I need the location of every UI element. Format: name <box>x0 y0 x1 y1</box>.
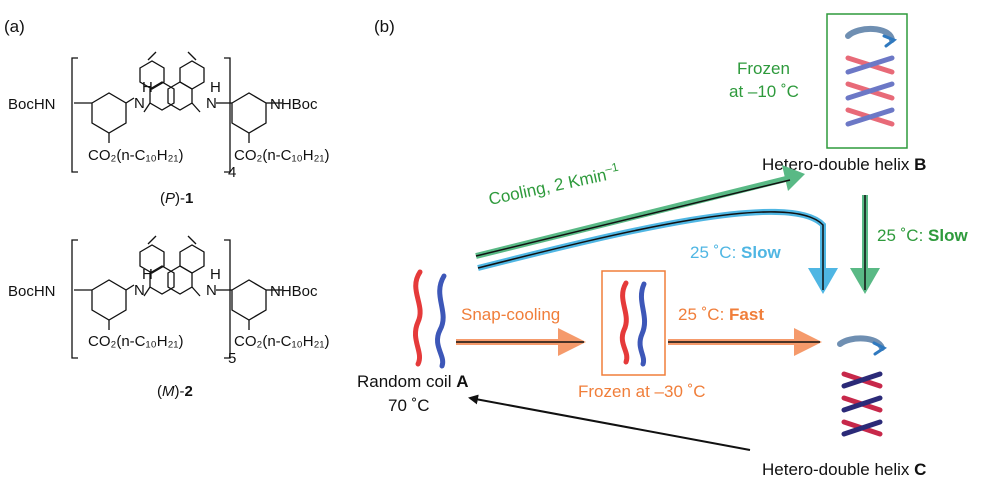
compound-2-structure <box>71 235 282 359</box>
fast-label: 25 ˚C: Fast <box>678 305 764 324</box>
panel-b-label: (b) <box>374 17 395 36</box>
cooling-arrowhead <box>782 165 805 191</box>
random-coil-icon <box>412 269 447 369</box>
return-arrow <box>468 394 751 451</box>
hetero-b-label: Hetero-double helix B <box>762 155 926 174</box>
cooling-arrow-line <box>475 179 791 257</box>
right-phenyl-ring <box>231 92 267 134</box>
compound-1-structure <box>71 51 282 173</box>
compound-2-bocHN-left: BocHN <box>8 283 56 300</box>
compound-1-repeat-subscript: 4 <box>228 164 236 181</box>
frozen-b-box <box>826 13 908 149</box>
helix-c-icon <box>837 335 887 437</box>
random-coil-label: Random coil A <box>357 372 469 391</box>
hetero-c-label: Hetero-double helix C <box>762 460 926 479</box>
compound-1-h-right: H <box>210 79 221 96</box>
frozen-30-coil-icon <box>619 280 648 367</box>
helix-b-icon <box>845 26 898 127</box>
compound-2-ester-right: CO₂(n-C₁₀H₂₁) <box>234 333 330 350</box>
compound-1-n-right: N <box>206 95 217 112</box>
compound-2-n-left: N <box>134 282 145 299</box>
helicene-ring-3 <box>149 81 175 111</box>
compound-2-repeat-subscript: 5 <box>228 350 236 367</box>
compound-1-caption: (P)-1 <box>160 190 193 207</box>
left-phenyl-ring <box>91 92 127 134</box>
frozen-30-label: Frozen at –30 ˚C <box>578 382 706 401</box>
frozen-b-line2: at –10 ˚C <box>729 82 799 101</box>
compound-2-n-right: N <box>206 282 217 299</box>
helicene-ring-4 <box>167 81 193 111</box>
compound-2-ester-left: CO₂(n-C₁₀H₂₁) <box>88 333 184 350</box>
helicene-ring-4 <box>167 265 193 295</box>
slow-blue-arrow-line <box>477 211 824 290</box>
left-phenyl-ring <box>91 279 127 321</box>
right-phenyl-ring <box>231 279 267 321</box>
compound-1-ester-left: CO₂(n-C₁₀H₂₁) <box>88 147 184 164</box>
slow-blue-label: 25 ˚C: Slow <box>690 243 781 262</box>
snap-cooling-label: Snap-cooling <box>461 305 560 324</box>
compound-2-nhboc-right: NHBoc <box>270 283 318 300</box>
compound-1-bocHN-left: BocHN <box>8 96 56 113</box>
compound-2-caption: (M)-2 <box>157 383 193 400</box>
bracket-left <box>71 239 78 359</box>
compound-1-h-left: H <box>142 79 153 96</box>
compound-2-h-left: H <box>142 266 153 283</box>
compound-1-nhboc-right: NHBoc <box>270 96 318 113</box>
frozen-b-line1: Frozen <box>737 59 790 78</box>
bracket-right <box>224 57 231 173</box>
compound-2-h-right: H <box>210 266 221 283</box>
panel-a-label: (a) <box>4 17 25 36</box>
slow-green-label: 25 ˚C: Slow <box>877 226 968 245</box>
helicene-ring-1 <box>139 60 165 90</box>
bracket-right <box>224 239 231 359</box>
compound-1-ester-right: CO₂(n-C₁₀H₂₁) <box>234 147 330 164</box>
temp-70-label: 70 ˚C <box>388 396 430 415</box>
cooling-label: Cooling, 2 Kmin–1 <box>486 160 621 209</box>
helicene-ring-3 <box>149 265 175 295</box>
compound-1-n-left: N <box>134 95 145 112</box>
bracket-left <box>71 57 78 173</box>
frozen-30-box <box>601 270 666 376</box>
helicene-ring-1 <box>139 244 165 274</box>
